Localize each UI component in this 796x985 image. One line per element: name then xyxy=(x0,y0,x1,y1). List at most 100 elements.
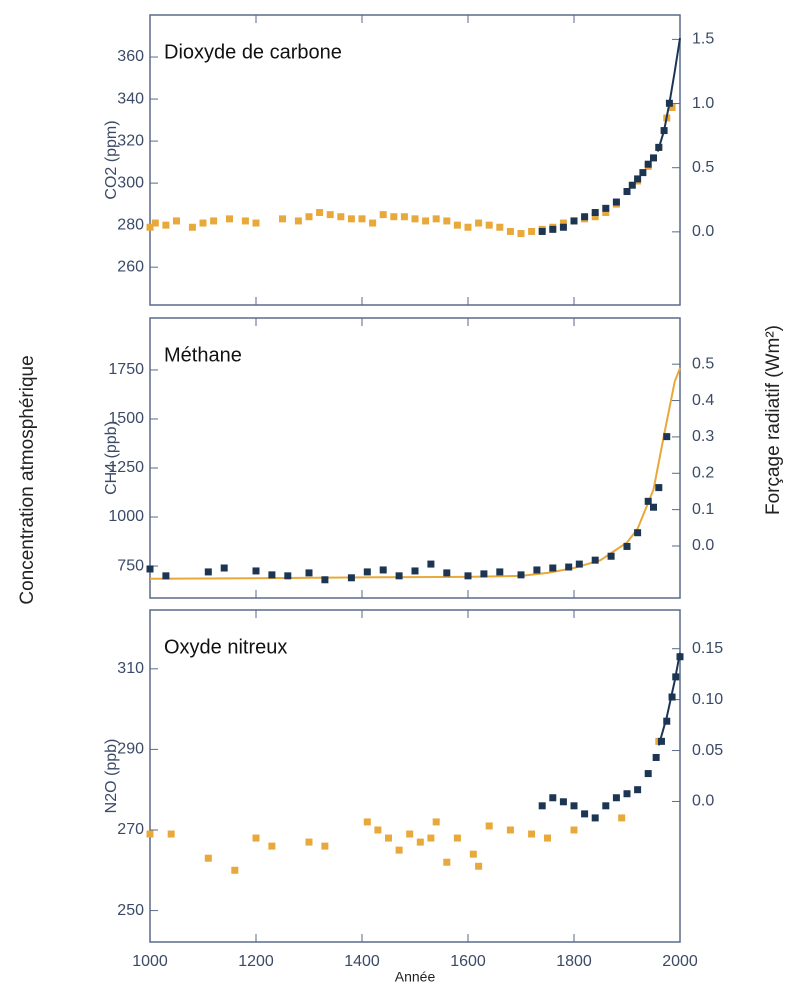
data-point xyxy=(652,753,660,761)
y-axis-title: CH4 (ppb) xyxy=(103,421,120,495)
x-tick-label: 2000 xyxy=(662,953,698,970)
data-point xyxy=(565,563,573,571)
y-tick-label: 250 xyxy=(117,902,144,919)
y-tick-label: 300 xyxy=(117,174,144,191)
data-point xyxy=(400,213,408,221)
y-tick-label: 750 xyxy=(117,557,144,574)
data-point xyxy=(427,834,435,842)
data-point xyxy=(379,566,387,574)
data-point xyxy=(379,211,387,219)
data-point xyxy=(464,223,472,231)
data-point xyxy=(549,794,557,802)
panel-title: Dioxyde de carbone xyxy=(164,41,342,63)
panel-title: Méthane xyxy=(164,344,242,366)
data-point xyxy=(480,570,488,578)
data-point xyxy=(199,219,207,227)
data-point xyxy=(167,830,175,838)
data-point xyxy=(252,834,260,842)
data-point xyxy=(591,556,599,564)
data-point xyxy=(528,227,536,235)
y2-tick-label: 0.10 xyxy=(692,691,723,708)
data-point xyxy=(612,794,620,802)
data-point xyxy=(602,209,610,217)
data-point xyxy=(575,560,583,568)
y-tick-label: 320 xyxy=(117,132,144,149)
data-point xyxy=(634,175,642,183)
data-point xyxy=(210,217,218,225)
data-point xyxy=(544,834,551,842)
y-tick-label: 1250 xyxy=(108,459,144,476)
data-point xyxy=(268,571,276,579)
panel-frame xyxy=(149,317,681,599)
data-point xyxy=(347,574,355,582)
data-point xyxy=(316,209,324,217)
data-point xyxy=(432,818,440,826)
y2-tick-label: 0.3 xyxy=(692,428,714,445)
x-axis-label: Année xyxy=(395,969,436,985)
panel-frame xyxy=(149,14,681,306)
y-axis-title: CO2 (ppm) xyxy=(103,120,120,199)
data-point xyxy=(570,802,578,810)
data-point xyxy=(517,230,525,238)
data-point xyxy=(321,842,329,850)
data-point xyxy=(358,215,366,223)
data-point xyxy=(591,213,599,221)
data-point xyxy=(602,802,610,810)
data-point xyxy=(506,826,514,834)
panel-frame xyxy=(149,609,681,943)
data-point xyxy=(252,219,260,227)
y-tick-label: 290 xyxy=(117,741,144,758)
data-point xyxy=(650,154,657,162)
data-point xyxy=(305,838,313,846)
data-point xyxy=(385,834,392,842)
data-point xyxy=(337,213,345,221)
data-point xyxy=(650,503,657,511)
y2-tick-label: 0.2 xyxy=(692,464,714,481)
data-point xyxy=(475,219,483,227)
data-point xyxy=(146,223,154,231)
panel-title: Oxyde nitreux xyxy=(164,636,287,658)
data-point xyxy=(231,866,239,874)
data-point xyxy=(506,227,514,235)
data-point xyxy=(453,221,461,229)
data-point xyxy=(591,209,599,217)
y2-tick-label: 0.1 xyxy=(692,501,714,518)
data-point xyxy=(146,830,154,838)
data-point xyxy=(146,565,154,573)
data-point xyxy=(644,770,652,778)
y-tick-label: 1750 xyxy=(108,361,144,378)
data-point xyxy=(432,215,440,223)
data-point xyxy=(390,213,398,221)
data-point xyxy=(623,542,631,550)
data-point xyxy=(226,215,233,223)
data-point xyxy=(305,569,313,577)
y-tick-label: 280 xyxy=(117,216,144,233)
y2-tick-label: 0.0 xyxy=(692,223,714,240)
data-point xyxy=(369,219,377,227)
data-point xyxy=(204,854,212,862)
data-point xyxy=(151,219,159,227)
data-point xyxy=(538,802,546,810)
data-point xyxy=(241,217,249,225)
x-tick-label: 1600 xyxy=(450,953,486,970)
data-point xyxy=(427,560,435,568)
data-point xyxy=(395,572,403,580)
y2-tick-label: 1.0 xyxy=(692,95,714,112)
data-point xyxy=(663,717,671,725)
y2-tick-label: 0.0 xyxy=(692,537,714,554)
data-point xyxy=(528,830,536,838)
data-point xyxy=(443,858,451,866)
data-point xyxy=(533,566,541,574)
data-point xyxy=(549,225,557,233)
data-point xyxy=(469,850,477,858)
data-point xyxy=(612,198,620,206)
x-tick-label: 1400 xyxy=(344,953,380,970)
data-point xyxy=(634,529,642,537)
data-point xyxy=(416,838,424,846)
y-tick-label: 1500 xyxy=(108,410,144,427)
data-point xyxy=(644,160,652,168)
data-point xyxy=(623,188,631,196)
data-point xyxy=(517,571,525,579)
y-tick-label: 360 xyxy=(117,48,144,65)
data-point xyxy=(559,219,567,227)
